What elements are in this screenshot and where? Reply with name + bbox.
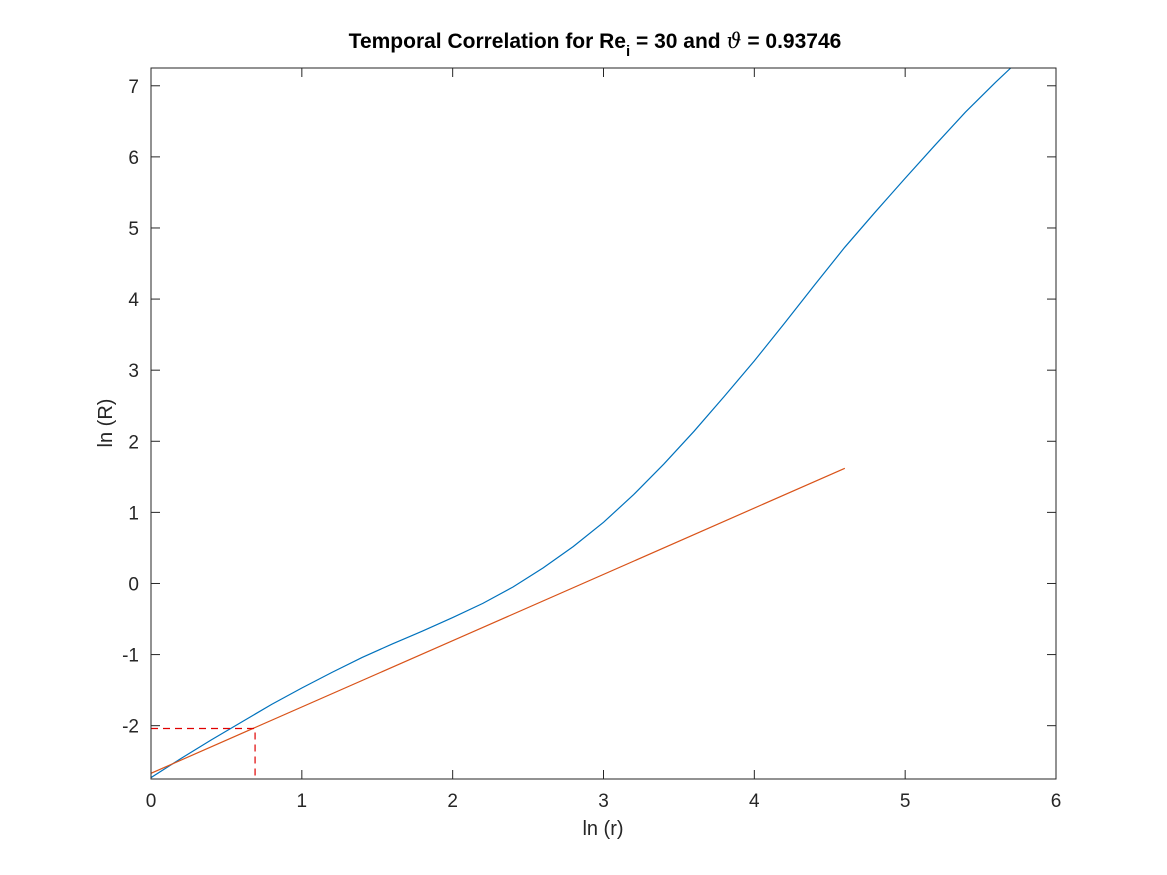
y-tick-label: 1 [128, 503, 139, 524]
x-tick-label: 6 [1051, 791, 1062, 812]
x-tick-label: 5 [900, 791, 911, 812]
chart-title: Temporal Correlation for Rei = 30 and ϑ … [349, 29, 842, 60]
y-tick-label: 3 [128, 361, 139, 382]
correlation-curve [151, 68, 1012, 779]
y-tick-label: 2 [128, 432, 139, 453]
x-axis-label: ln (r) [582, 818, 623, 840]
x-tick-label: 3 [598, 791, 609, 812]
y-tick-labels: -2 -1 0 1 2 3 4 5 6 7 [122, 77, 139, 738]
x-tick-label: 4 [749, 791, 760, 812]
plot-area [151, 68, 1056, 779]
linear-fit-line [151, 467, 846, 774]
y-tick-label: 0 [128, 574, 139, 595]
x-tick-label: 1 [297, 791, 308, 812]
y-tick-label: 5 [128, 219, 139, 240]
y-tick-label: 7 [128, 77, 139, 98]
y-tick-label: -2 [122, 717, 139, 738]
y-axis-label: ln (R) [95, 399, 117, 448]
axes-box [150, 67, 1057, 780]
y-tick-label: 6 [128, 148, 139, 169]
x-tick-label: 0 [146, 791, 157, 812]
y-tick-label: -1 [122, 646, 139, 667]
y-tick-label: 4 [128, 290, 139, 311]
x-tick-labels: 0 1 2 3 4 5 6 [146, 791, 1062, 812]
x-tick-label: 2 [447, 791, 458, 812]
intersection-guide [151, 727, 256, 779]
